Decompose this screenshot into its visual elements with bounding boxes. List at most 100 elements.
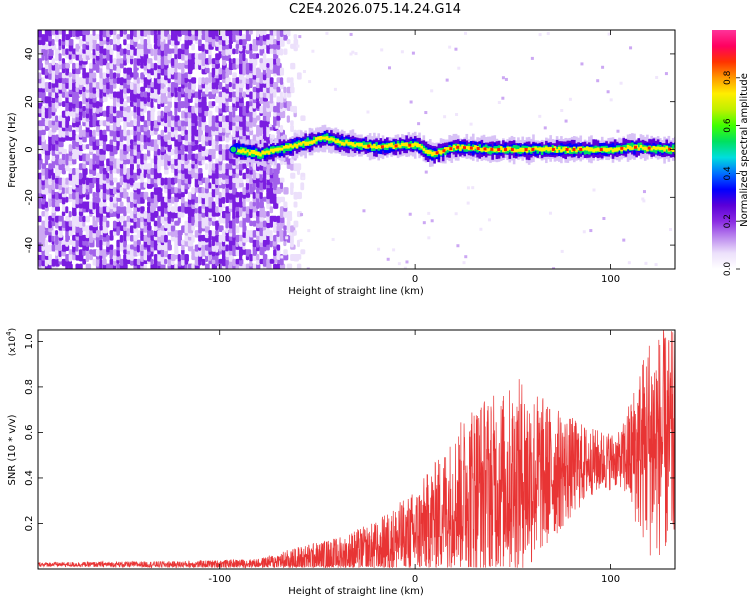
spectrogram-cell: [48, 105, 53, 112]
spectrogram-cell: [276, 215, 281, 223]
spectrogram-cell: [112, 77, 117, 84]
spectrogram-cell: [48, 91, 53, 97]
spectrogram-cell: [95, 43, 100, 52]
spectrogram-cell: [147, 58, 153, 64]
spectrogram-cell: [48, 67, 53, 74]
spectrogram-cell: [262, 62, 267, 71]
ridge-cell: [351, 142, 355, 147]
spectrogram-cell: [68, 43, 74, 52]
spectrogram-cell: [187, 153, 192, 160]
spectrogram-cell: [129, 101, 135, 107]
spectrogram-cell: [276, 43, 281, 50]
spectrogram-cell: [204, 148, 209, 157]
spectrogram-cell: [123, 30, 128, 35]
spectrogram-cell: [256, 124, 261, 132]
x-tick-label: -100: [208, 274, 231, 285]
spectrogram-cell: [82, 244, 87, 251]
spectrogram-cell: [211, 38, 216, 47]
ridge-cell: [530, 147, 533, 152]
spectrogram-cell: [279, 182, 284, 190]
spectrogram-cell: [479, 227, 483, 231]
ridge-cell: [306, 137, 310, 145]
spectrogram-cell: [232, 172, 236, 179]
spectrogram-cell: [153, 62, 158, 71]
spectrogram-cell: [116, 158, 121, 166]
spectrogram-cell: [51, 201, 56, 208]
spectrogram-cell: [218, 191, 222, 199]
spectrogram-cell: [211, 211, 217, 217]
spectrogram-cell: [109, 172, 114, 181]
spectrogram-cell: [184, 220, 189, 227]
spectrogram-cell: [82, 220, 86, 227]
spectrogram-cell: [126, 215, 131, 223]
spectrogram-cell: [501, 96, 505, 100]
spectrogram-cell: [51, 115, 56, 121]
spectrogram-cell: [48, 191, 52, 199]
ridge-peak: [449, 147, 453, 151]
spectrogram-cell: [157, 249, 162, 255]
spectrogram-cell: [147, 101, 152, 107]
spectrogram-cell: [208, 163, 212, 170]
spectrogram-cell: [211, 67, 216, 75]
spectrogram-cell: [140, 110, 145, 117]
spectrogram-cell: [283, 211, 288, 218]
ridge-peak: [668, 147, 672, 151]
spectrogram-cell: [167, 139, 172, 146]
spectrogram-cell: [136, 86, 141, 94]
spectrogram-cell: [116, 38, 120, 46]
spectrogram-cell: [65, 230, 70, 238]
spectrogram-cell: [273, 67, 278, 75]
spectrogram-cell: [349, 32, 353, 36]
ridge-cell: [568, 147, 572, 154]
ridge-cell: [545, 146, 548, 151]
spectrogram-cell: [290, 81, 294, 88]
spectrogram-cell: [116, 196, 122, 202]
spectrogram-cell: [147, 254, 152, 262]
spectrogram-cell: [89, 62, 93, 69]
spectrogram-cell: [191, 153, 196, 161]
ridge-cell: [637, 142, 641, 151]
spectrogram-cell: [283, 34, 288, 41]
spectrogram-cell: [198, 234, 203, 242]
spectrogram-cell: [44, 258, 48, 267]
spectrogram-cell: [269, 96, 274, 104]
spectrogram-cell: [177, 211, 182, 218]
spectrogram-cell: [218, 101, 223, 109]
spectrogram-cell: [140, 153, 145, 161]
spectrogram-cell: [325, 31, 329, 35]
spectrogram-cell: [150, 48, 154, 57]
ridge-cell: [289, 143, 292, 148]
spectrogram-cell: [44, 53, 48, 61]
spectrogram-cell: [276, 96, 281, 103]
spectrogram-cell: [167, 77, 171, 84]
spectrogram-cell: [126, 234, 131, 241]
spectrogram-cell: [377, 247, 381, 251]
ridge-cell: [388, 143, 391, 147]
spectrogram-cell: [262, 53, 267, 61]
spectrogram-cell: [85, 254, 90, 263]
spectrogram-cell: [221, 115, 226, 123]
x-tick-label: 100: [601, 274, 620, 285]
ridge-cell: [390, 142, 393, 148]
spectrogram-cell: [198, 38, 202, 47]
spectrogram-cell: [55, 249, 59, 256]
spectrogram-cell: [354, 52, 358, 56]
ridge-cell: [560, 149, 563, 153]
spectrogram-cell: [177, 72, 181, 80]
spectrogram-cell: [177, 187, 182, 194]
colorbar-tick-label: 0.4: [723, 166, 733, 181]
spectrogram-cell: [279, 77, 284, 85]
spectrogram-cell: [109, 249, 114, 257]
spectrogram-cell: [48, 96, 52, 103]
spectrogram-cell: [448, 45, 452, 49]
spectrogram-cell: [191, 134, 195, 142]
spectrogram-cell: [174, 129, 178, 138]
spectrogram-cell: [102, 72, 106, 79]
spectrogram-cell: [181, 191, 185, 198]
ridge-cell: [536, 147, 540, 151]
spectrogram-cell: [201, 191, 206, 199]
spectrogram-cell: [232, 81, 237, 90]
spectrogram-cell: [225, 72, 229, 78]
spectrogram-cell: [95, 81, 100, 90]
spectrogram-cell: [262, 129, 268, 136]
